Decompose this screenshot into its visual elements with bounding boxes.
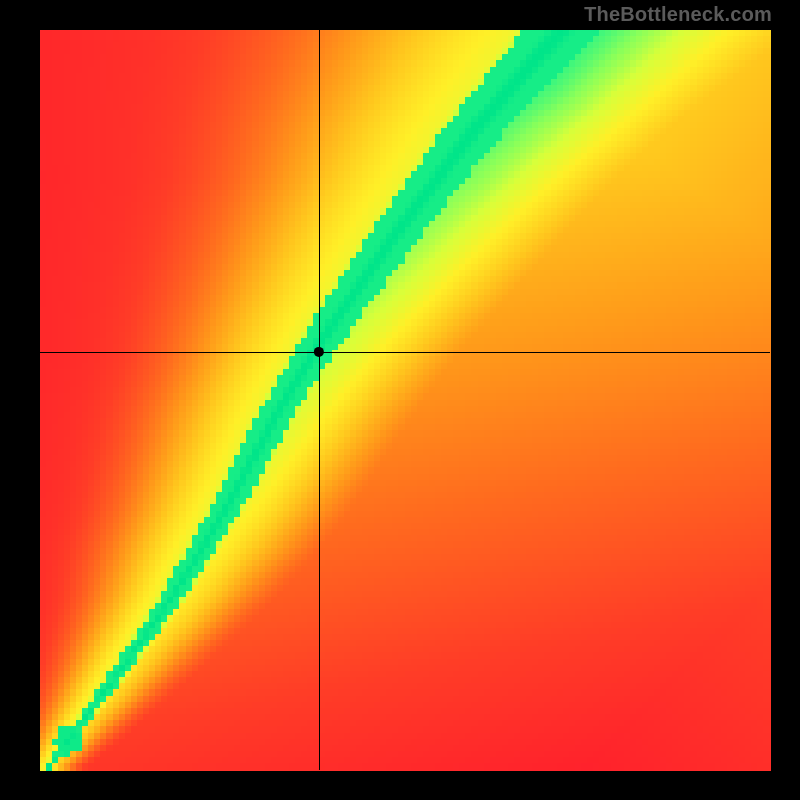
watermark-text: TheBottleneck.com	[584, 4, 772, 27]
chart-container: TheBottleneck.com	[0, 0, 800, 800]
bottleneck-heatmap	[0, 0, 800, 800]
